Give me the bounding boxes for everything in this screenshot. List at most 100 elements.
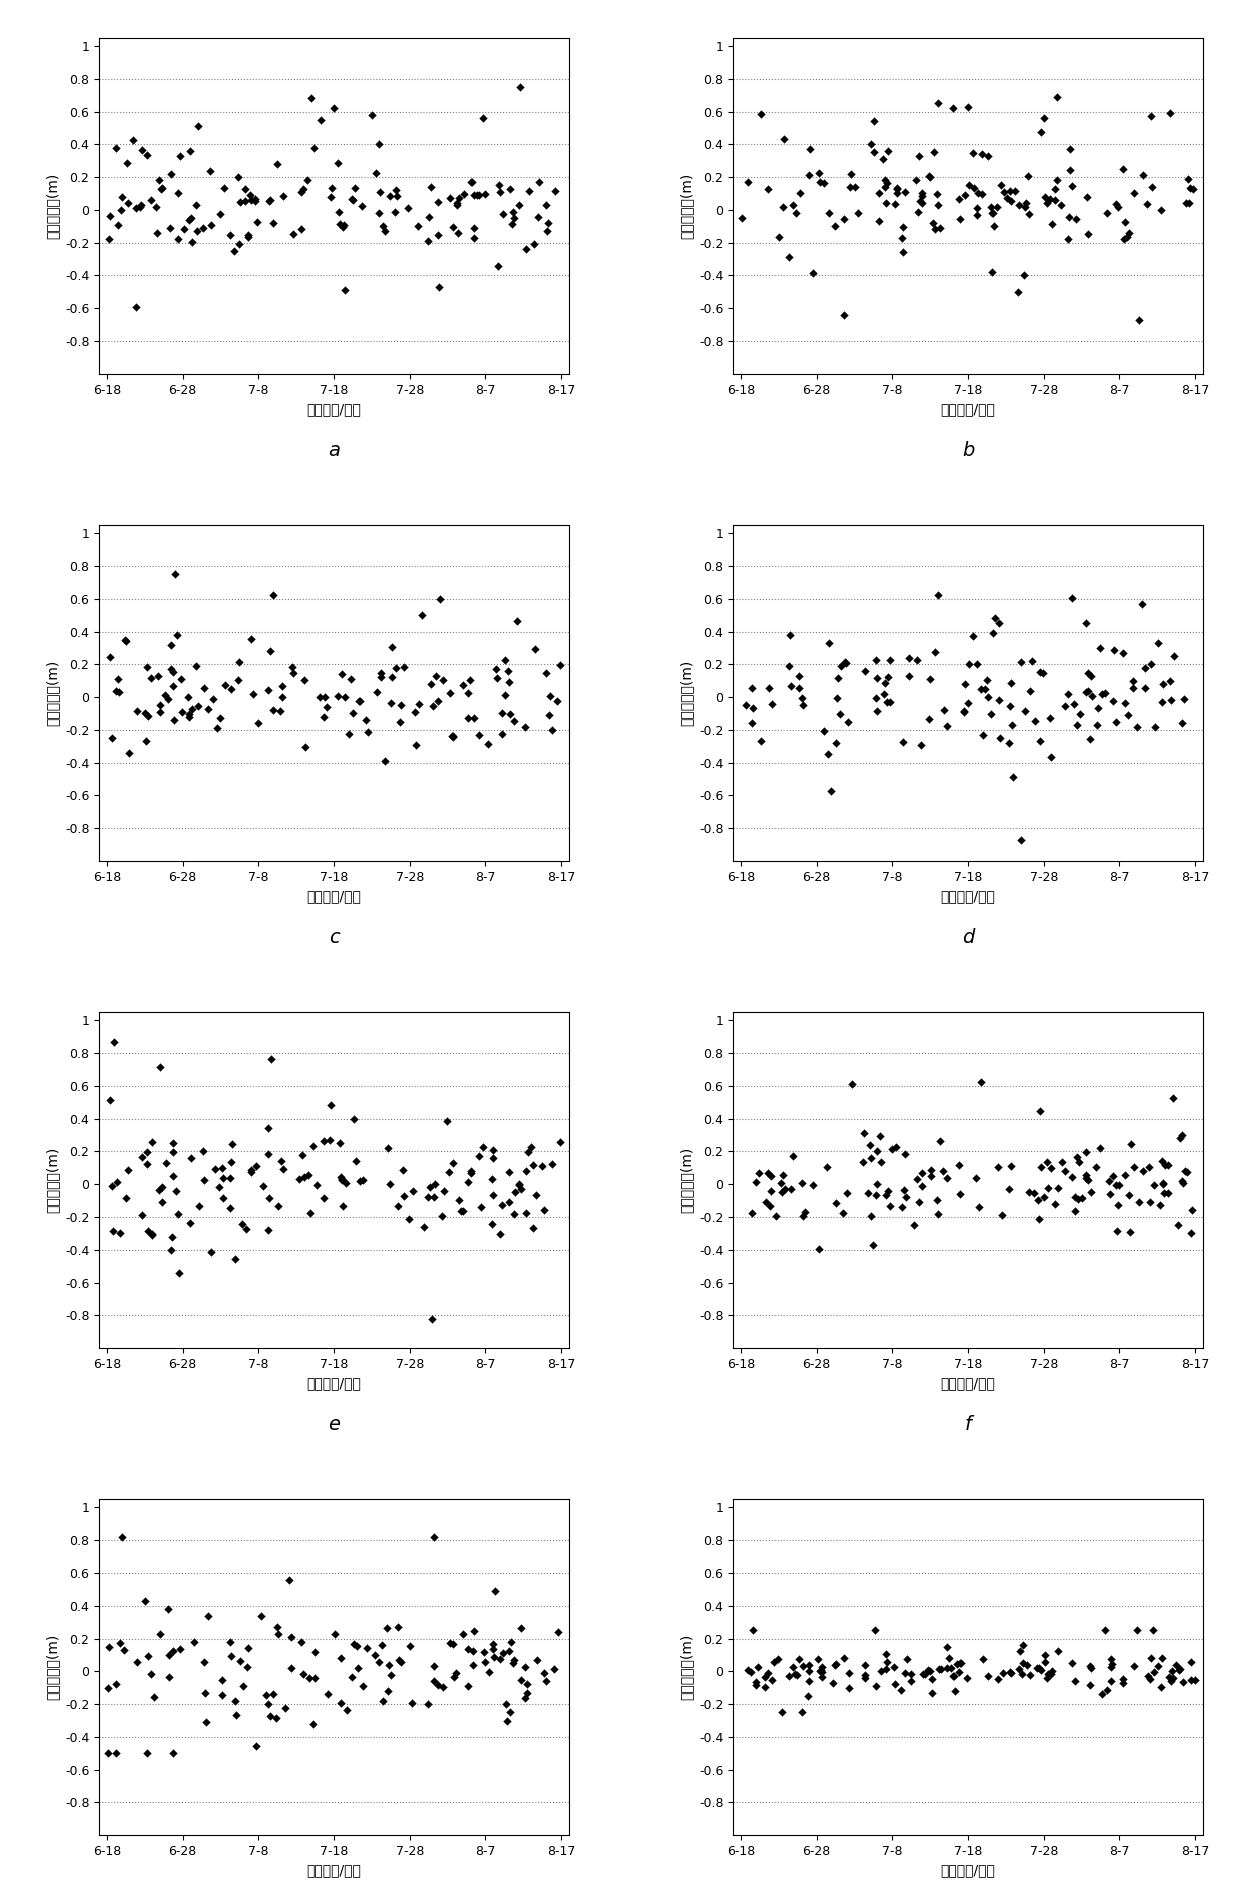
Point: [523, 1150, 543, 1181]
Point: [156, 1148, 176, 1179]
Point: [838, 708, 858, 738]
Point: [474, 1637, 494, 1667]
Point: [471, 1192, 491, 1222]
Point: [746, 1671, 766, 1701]
Point: [787, 1659, 807, 1690]
Point: [1035, 182, 1055, 212]
Point: [773, 191, 792, 221]
Point: [921, 1663, 941, 1693]
Point: [1040, 702, 1060, 732]
Point: [813, 715, 833, 745]
Point: [877, 687, 897, 717]
Point: [1153, 668, 1173, 698]
Point: [887, 174, 906, 204]
Point: [842, 159, 862, 189]
Point: [732, 202, 751, 233]
Point: [1104, 1162, 1123, 1192]
Point: [332, 658, 352, 689]
Point: [329, 197, 348, 227]
Point: [494, 1638, 513, 1669]
Point: [811, 1656, 831, 1686]
Point: [894, 1175, 914, 1205]
Point: [391, 708, 410, 738]
Point: [1106, 189, 1126, 219]
Point: [950, 1657, 970, 1688]
Point: [324, 93, 343, 123]
Point: [130, 193, 150, 223]
Point: [381, 180, 401, 210]
Point: [794, 1652, 813, 1682]
Point: [1079, 675, 1099, 706]
Point: [482, 1143, 502, 1173]
Point: [250, 1601, 270, 1631]
Point: [1106, 1169, 1126, 1200]
Point: [308, 1169, 327, 1200]
Point: [1116, 208, 1136, 238]
Point: [879, 645, 899, 675]
Point: [226, 1245, 246, 1275]
Point: [990, 685, 1009, 715]
Point: [982, 257, 1002, 288]
Point: [1138, 1661, 1158, 1691]
Point: [167, 223, 187, 254]
Point: [331, 1688, 351, 1718]
Point: [510, 1169, 529, 1200]
Point: [1148, 628, 1168, 658]
Point: [837, 1179, 857, 1209]
Point: [159, 1661, 179, 1691]
Point: [1162, 1667, 1182, 1697]
Point: [484, 1635, 503, 1665]
Point: [1137, 189, 1157, 219]
Point: [331, 1162, 351, 1192]
Point: [537, 1665, 557, 1695]
Point: [954, 696, 973, 727]
Point: [263, 1678, 283, 1708]
Point: [443, 212, 463, 242]
Point: [742, 1657, 761, 1688]
Point: [862, 1201, 882, 1232]
Point: [1028, 1654, 1048, 1684]
Point: [179, 700, 198, 730]
Point: [350, 1165, 370, 1196]
Point: [164, 1128, 184, 1158]
Point: [259, 1182, 279, 1213]
Point: [1001, 176, 1021, 206]
Point: [113, 182, 133, 212]
Point: [1127, 1616, 1147, 1646]
Point: [332, 1164, 352, 1194]
Text: c: c: [329, 929, 340, 948]
Point: [294, 1659, 314, 1690]
Point: [1076, 677, 1096, 708]
Point: [135, 1585, 155, 1616]
Point: [342, 1661, 362, 1691]
Point: [955, 180, 975, 210]
Point: [1081, 660, 1101, 691]
Point: [856, 657, 875, 687]
Point: [181, 202, 201, 233]
X-axis label: 时间（月/日）: 时间（月/日）: [306, 1375, 361, 1391]
Point: [165, 706, 185, 736]
Point: [972, 1644, 992, 1674]
Point: [1078, 219, 1097, 250]
Point: [928, 89, 947, 119]
Point: [893, 212, 913, 242]
Point: [928, 1184, 947, 1215]
Point: [928, 1200, 947, 1230]
Point: [315, 681, 335, 711]
Point: [444, 1663, 464, 1693]
Point: [913, 1158, 932, 1188]
Point: [458, 677, 477, 708]
Point: [1164, 641, 1184, 672]
Point: [321, 1090, 341, 1120]
Point: [856, 1663, 875, 1693]
Point: [445, 1657, 465, 1688]
Point: [878, 1646, 898, 1676]
Point: [469, 1141, 489, 1171]
Point: [811, 166, 831, 197]
Point: [510, 1171, 529, 1201]
Point: [336, 1167, 356, 1198]
Point: [130, 189, 150, 219]
Point: [1107, 193, 1127, 223]
Point: [520, 176, 539, 206]
Point: [372, 658, 392, 689]
